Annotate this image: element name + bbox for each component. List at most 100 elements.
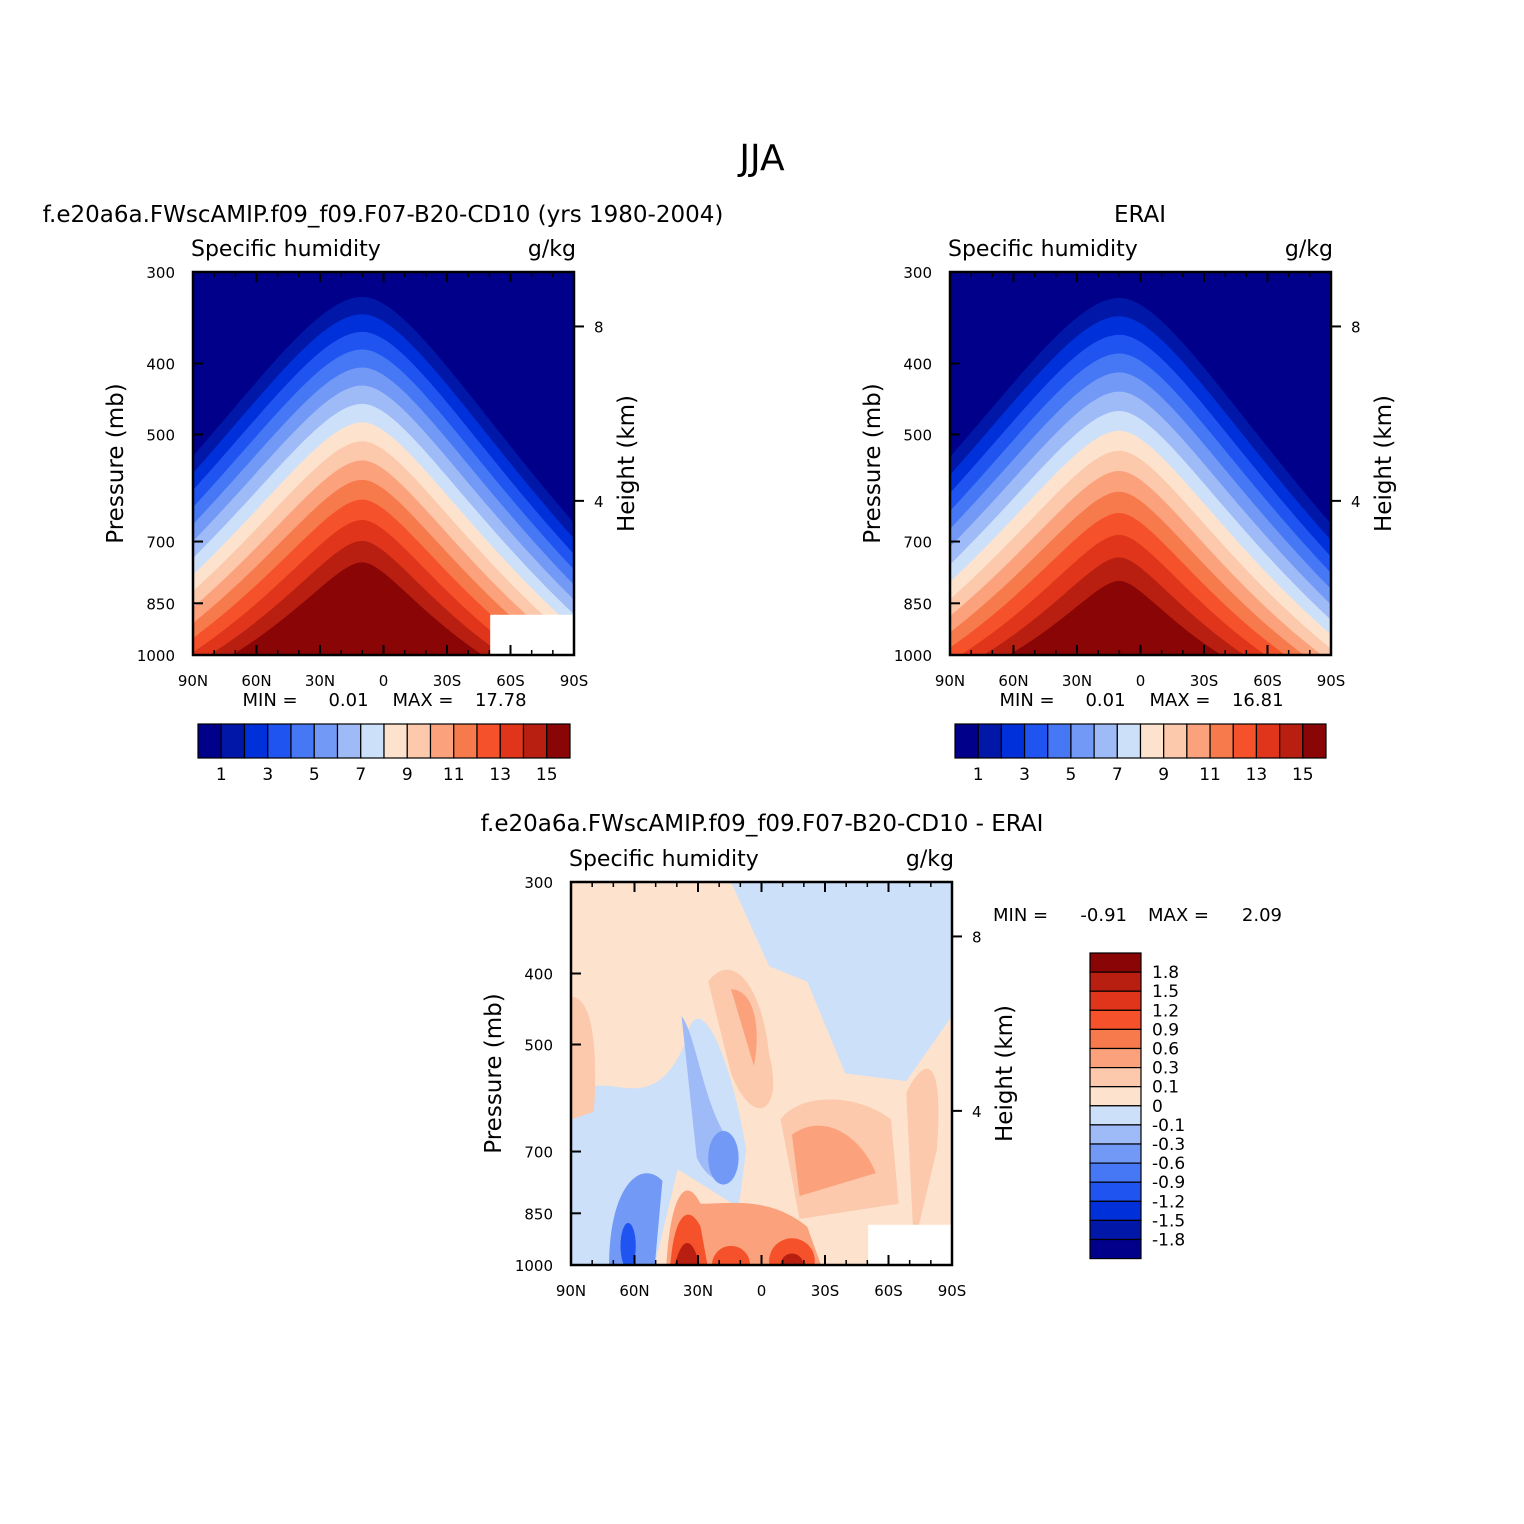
- colorbar-swatch: [1000, 723, 1026, 759]
- colorbar-swatch: [1089, 1086, 1142, 1107]
- left-subtitle: Specific humidity: [191, 237, 381, 262]
- colorbar-label: -0.9: [1152, 1173, 1185, 1193]
- colorbar-swatch: [1023, 723, 1049, 759]
- x-tick-label: 60N: [619, 1282, 649, 1300]
- colorbar-swatch: [1089, 1238, 1142, 1260]
- panel-title: ERAI: [1114, 202, 1166, 228]
- colorbar-label: 15: [1292, 765, 1314, 785]
- colorbar-swatch: [1186, 723, 1211, 759]
- colorbar-swatch: [1089, 1219, 1142, 1241]
- colorbar-swatch: [453, 723, 478, 759]
- colorbar-swatch: [1255, 723, 1281, 759]
- colorbar-swatch: [522, 723, 548, 759]
- y-right-tick-label: 8: [594, 318, 604, 336]
- colorbar-label: 9: [1158, 765, 1169, 785]
- y-tick-label: 700: [146, 534, 175, 552]
- y-axis-title-right: Height (km): [614, 395, 640, 532]
- x-tick-label: 60S: [874, 1282, 903, 1300]
- x-tick-label: 30S: [1190, 672, 1219, 690]
- colorbar-swatch: [1139, 723, 1165, 759]
- colorbar-swatch: [977, 723, 1002, 759]
- colorbar-label: -0.1: [1152, 1116, 1185, 1136]
- min-value: 0.01: [328, 690, 368, 711]
- x-tick-label: 30N: [1062, 672, 1092, 690]
- colorbar-label: 9: [402, 765, 413, 785]
- y-tick-label: 500: [146, 427, 175, 445]
- max-value: 2.09: [1242, 905, 1282, 926]
- y-tick-label: 1000: [894, 647, 932, 665]
- contour-band: [708, 969, 774, 1109]
- max-label: MAX =: [1150, 690, 1211, 711]
- colorbar-swatch: [1116, 723, 1142, 759]
- y-axis-title: Pressure (mb): [860, 383, 886, 543]
- x-tick-label: 60N: [241, 672, 271, 690]
- colorbar-label: 1: [973, 765, 984, 785]
- x-tick-label: 90S: [560, 672, 589, 690]
- colorbar-swatch: [1093, 723, 1118, 759]
- colorbar-swatch: [1089, 1028, 1142, 1050]
- contour-band: [780, 1253, 804, 1265]
- y-axis-title: Pressure (mb): [103, 383, 129, 543]
- colorbar-swatch: [313, 723, 339, 759]
- colorbar-swatch: [1089, 952, 1142, 973]
- colorbar-swatch: [1089, 1105, 1142, 1126]
- colorbar-swatch: [336, 723, 362, 759]
- panel-title: f.e20a6a.FWscAMIP.f09_f09.F07-B20-CD10 -…: [481, 811, 1044, 837]
- colorbar-label: 0.6: [1152, 1040, 1179, 1060]
- colorbar-swatch: [1163, 723, 1188, 759]
- contour-band: [620, 1222, 636, 1265]
- colorbar-label: -1.8: [1152, 1231, 1185, 1251]
- colorbar-swatch: [290, 723, 315, 759]
- contour-band: [1008, 580, 1222, 655]
- min-value: 0.01: [1085, 690, 1125, 711]
- x-tick-label: 90N: [178, 672, 208, 690]
- y-right-tick-label: 4: [1351, 493, 1361, 511]
- x-tick-label: 90N: [556, 1282, 586, 1300]
- colorbar-swatch: [1089, 1047, 1142, 1069]
- colorbar-swatch: [1089, 1009, 1142, 1030]
- missing-data-region: [490, 614, 574, 655]
- colorbar-swatch: [1089, 1181, 1142, 1202]
- colorbar-label: 0: [1152, 1097, 1163, 1117]
- y-tick-label: 500: [903, 427, 932, 445]
- contour-band: [674, 1242, 700, 1265]
- left-subtitle: Specific humidity: [569, 847, 759, 872]
- colorbar-label: -0.3: [1152, 1135, 1185, 1155]
- y-right-tick-label: 8: [1351, 318, 1361, 336]
- colorbar-label: 5: [309, 765, 320, 785]
- axes-obs: 90N 60N 30N 0 30S 60S 90S 300 400 500 700 850 1000 8 4…: [860, 202, 1397, 690]
- colorbar-swatch: [1089, 1143, 1142, 1164]
- y-axis-title: Pressure (mb): [481, 993, 507, 1153]
- panel-title: f.e20a6a.FWscAMIP.f09_f09.F07-B20-CD10 (…: [43, 202, 724, 228]
- min-value: -0.91: [1080, 905, 1127, 926]
- y-tick-label: 1000: [515, 1257, 553, 1275]
- contour-field-model: [193, 272, 574, 655]
- colorbar-label: 13: [1246, 765, 1268, 785]
- x-tick-label: 60N: [998, 672, 1028, 690]
- colorbar-label: 1.2: [1152, 1001, 1179, 1021]
- colorbar-swatch: [476, 723, 501, 759]
- contour-band: [231, 562, 483, 655]
- y-tick-label: 300: [903, 264, 932, 282]
- x-tick-label: 30N: [305, 672, 335, 690]
- contour-band: [571, 996, 596, 1120]
- y-tick-label: 850: [146, 595, 175, 613]
- max-value: 17.78: [475, 690, 527, 711]
- colorbar-swatch: [1232, 723, 1258, 759]
- x-tick-label: 30N: [683, 1282, 713, 1300]
- missing-data-region: [868, 1224, 952, 1265]
- y-tick-label: 400: [524, 966, 553, 984]
- right-subtitle: g/kg: [1285, 237, 1333, 262]
- contour-band: [731, 882, 952, 1082]
- colorbar-swatch: [383, 723, 408, 759]
- x-tick-label: 30S: [433, 672, 462, 690]
- colorbar-swatch: [1089, 1124, 1142, 1145]
- colorbar-label: 13: [489, 765, 511, 785]
- contour-field-obs: [950, 272, 1331, 655]
- colorbar-label: -0.6: [1152, 1154, 1185, 1174]
- x-tick-label: 90S: [1317, 672, 1346, 690]
- x-tick-label: 60S: [496, 672, 525, 690]
